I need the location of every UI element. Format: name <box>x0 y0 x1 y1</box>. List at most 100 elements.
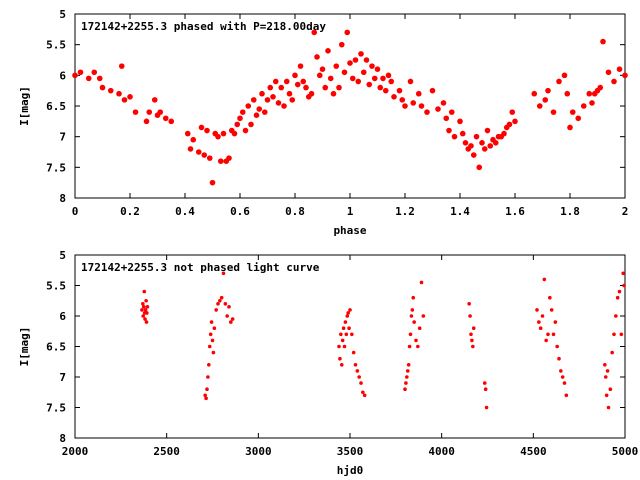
data-point <box>141 302 145 306</box>
data-point <box>468 143 474 149</box>
data-point <box>358 51 364 57</box>
x-tick-label: 3000 <box>245 445 272 458</box>
data-point <box>355 78 362 85</box>
data-point <box>540 314 545 318</box>
data-point <box>351 350 356 355</box>
data-point <box>264 97 271 103</box>
data-point <box>564 393 569 398</box>
data-point <box>283 78 290 85</box>
data-point <box>319 66 326 72</box>
data-point <box>443 115 450 122</box>
data-point <box>468 314 472 318</box>
data-point <box>429 87 436 94</box>
data-point <box>187 146 194 152</box>
data-point <box>250 97 257 103</box>
data-point <box>314 54 320 60</box>
data-point <box>208 332 213 337</box>
data-point <box>615 295 620 300</box>
plot-frame <box>74 254 626 439</box>
data-point <box>210 338 215 343</box>
data-point <box>476 164 483 171</box>
data-point <box>448 109 455 115</box>
data-point <box>237 115 243 122</box>
data-point <box>303 84 309 91</box>
data-point <box>509 109 516 115</box>
data-point <box>316 72 323 79</box>
data-point <box>399 97 406 103</box>
data-point <box>146 109 153 115</box>
data-point <box>281 103 287 109</box>
data-point <box>556 78 562 85</box>
data-point <box>402 103 408 109</box>
data-point <box>239 109 246 115</box>
data-point <box>396 87 403 94</box>
data-point <box>338 356 342 361</box>
data-point <box>85 75 92 82</box>
data-point <box>91 69 98 76</box>
data-point <box>245 103 252 109</box>
data-point <box>586 90 593 97</box>
data-point <box>201 152 208 158</box>
unphased-chart: 2000 2500 3000 3500 4000 4500 5000 5 5.5 6 6.5 7 7.5… <box>18 249 638 477</box>
data-point <box>278 84 285 91</box>
data-point <box>308 90 315 97</box>
data-point <box>600 38 606 45</box>
data-point <box>190 136 197 143</box>
data-point <box>597 84 604 91</box>
data-point <box>184 130 191 137</box>
data-point <box>289 97 296 103</box>
data-point <box>542 97 549 103</box>
data-point <box>270 94 276 100</box>
data-point <box>559 369 563 373</box>
data-point <box>204 396 208 401</box>
data-point <box>361 390 365 395</box>
data-point <box>605 369 610 373</box>
data-point <box>226 155 232 161</box>
data-point <box>484 405 489 410</box>
data-point <box>542 277 547 282</box>
x-tick-label: 2 <box>622 205 629 218</box>
data-point <box>545 87 551 94</box>
data-point <box>141 305 146 309</box>
data-point <box>311 29 318 36</box>
x-tick-label: 5000 <box>612 445 639 458</box>
data-point <box>72 72 78 79</box>
x-tick-label: 0 <box>72 205 79 218</box>
chart-title: 172142+2255.3 not phased light curve <box>81 261 320 274</box>
data-point <box>141 314 145 318</box>
data-point <box>211 350 216 355</box>
data-point <box>409 314 414 318</box>
data-point <box>562 381 567 385</box>
data-point <box>557 356 561 361</box>
x-tick-label: 0.4 <box>175 205 195 218</box>
data-point <box>506 121 513 128</box>
data-point <box>217 158 224 164</box>
data-point <box>481 146 488 152</box>
data-point <box>419 280 424 285</box>
data-point <box>272 78 279 85</box>
data-point <box>127 94 133 100</box>
data-point <box>230 317 235 321</box>
data-point <box>330 90 337 97</box>
data-point <box>462 140 469 146</box>
data-point <box>357 375 361 379</box>
x-axis-label: phase <box>333 224 366 237</box>
data-point <box>347 326 351 331</box>
data-point <box>549 308 554 312</box>
data-point <box>567 124 573 131</box>
data-point <box>411 295 416 300</box>
data-point <box>292 72 298 79</box>
data-point <box>220 130 227 137</box>
x-tick-label: 4000 <box>428 445 455 458</box>
data-point <box>603 375 608 379</box>
y-tick-label: 6 <box>59 69 66 82</box>
data-point <box>435 106 441 112</box>
data-point <box>215 133 221 140</box>
data-point <box>204 127 210 134</box>
data-point <box>610 350 614 355</box>
y-tick-label: 5 <box>59 249 66 262</box>
data-point <box>216 302 220 306</box>
y-tick-label: 6 <box>59 310 66 323</box>
data-point <box>207 363 211 367</box>
data-point <box>611 78 617 85</box>
